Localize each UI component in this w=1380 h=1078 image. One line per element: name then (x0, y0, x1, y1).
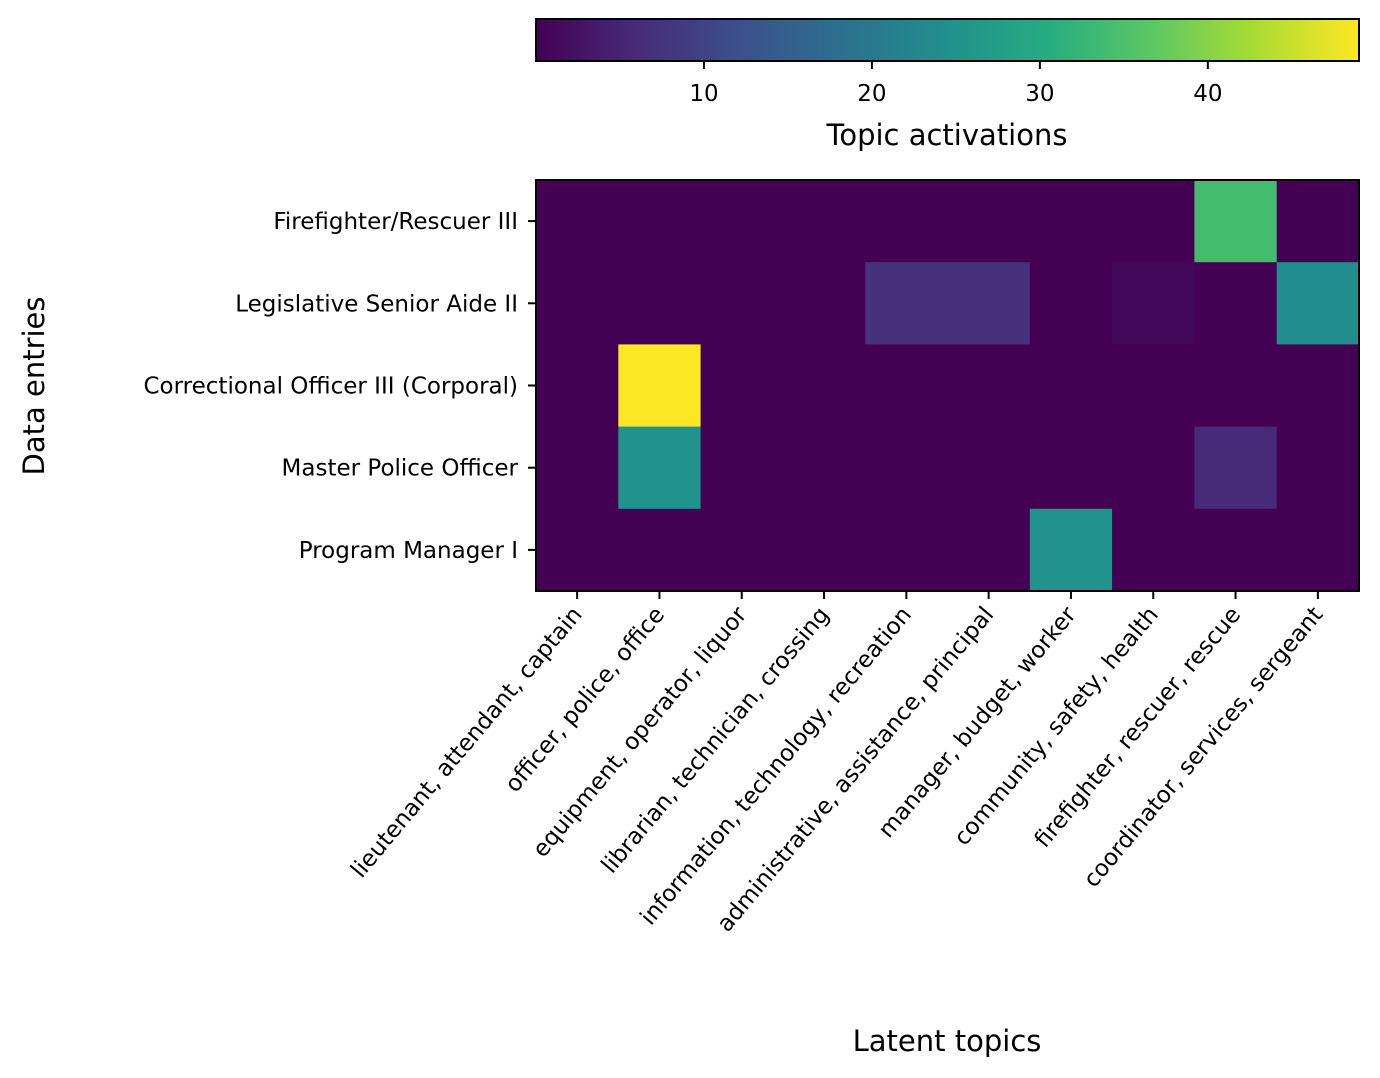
heatmap-cell (1194, 262, 1278, 345)
colorbar: 10 20 30 40 Topic activations (535, 18, 1360, 152)
heatmap-cells (536, 180, 1360, 592)
heatmap-cell (947, 180, 1031, 263)
heatmap-cell (700, 344, 784, 428)
colorbar-gradient (535, 18, 1360, 62)
heatmap-cell (947, 426, 1031, 510)
heatmap-cell (1029, 426, 1113, 510)
colorbar-label: Topic activations (826, 118, 1068, 152)
heatmap-cell (536, 426, 619, 510)
y-tick-label: Legislative Senior Aide II (235, 291, 518, 317)
heatmap-cell (1112, 344, 1195, 428)
heatmap-cell (536, 180, 619, 263)
heatmap-cell (618, 508, 702, 592)
colorbar-tick-label: 40 (1193, 81, 1222, 107)
heatmap-cell (1029, 344, 1113, 428)
heatmap-cell (1194, 180, 1278, 263)
heatmap-cell (536, 344, 619, 428)
heatmap-cell (782, 180, 866, 263)
heatmap-cell (782, 508, 866, 592)
heatmap-cell (1194, 426, 1278, 510)
heatmap-cell (1029, 508, 1113, 592)
heatmap-cell (1194, 508, 1278, 592)
colorbar-tick-label: 30 (1025, 81, 1054, 107)
heatmap-cell (865, 344, 949, 428)
heatmap-cell (1112, 262, 1195, 345)
y-axis-label: Data entries (17, 297, 51, 476)
heatmap-cell (536, 508, 619, 592)
heatmap-cell (947, 344, 1031, 428)
y-tick-label: Program Manager I (299, 538, 518, 564)
y-tick-label: Correctional Officer III (Corporal) (144, 374, 519, 400)
heatmap-cell (1112, 180, 1195, 263)
heatmap-cell (1194, 344, 1278, 428)
heatmap-cell (1276, 344, 1360, 428)
heatmap-cell (618, 426, 702, 510)
heatmap-cell (1276, 262, 1360, 345)
heatmap-cell (700, 180, 784, 263)
heatmap-cell (947, 262, 1031, 345)
heatmap-cell (618, 344, 702, 428)
heatmap-cell (1276, 180, 1360, 263)
y-tick-label: Master Police Officer (282, 456, 519, 482)
x-axis-label: Latent topics (853, 1024, 1042, 1058)
heatmap-cell (782, 262, 866, 345)
heatmap-cell (1112, 508, 1195, 592)
heatmap-cell (536, 262, 619, 345)
heatmap-cell (782, 426, 866, 510)
heatmap-cell (1029, 180, 1113, 263)
heatmap-cell (700, 426, 784, 510)
x-tick-label: officer, police, office (500, 602, 670, 797)
y-tick-label: Firefighter/Rescuer III (273, 209, 518, 235)
heatmap-cell (700, 508, 784, 592)
colorbar-tick-label: 20 (857, 81, 886, 107)
heatmap-cell (1276, 508, 1360, 592)
heatmap-cell (618, 180, 702, 263)
heatmap-cell (865, 508, 949, 592)
heatmap-cell (618, 262, 702, 345)
heatmap-cell (782, 344, 866, 428)
heatmap-cell (947, 508, 1031, 592)
heatmap-cell (865, 426, 949, 510)
y-axis-ticks: Firefighter/Rescuer III Legislative Senio… (144, 209, 536, 564)
heatmap-cell (1276, 426, 1360, 510)
heatmap-cell (1029, 262, 1113, 345)
colorbar-ticks: 10 20 30 40 (689, 61, 1222, 107)
heatmap-cell (865, 180, 949, 263)
heatmap-cell (1112, 426, 1195, 510)
heatmap-cell (865, 262, 949, 345)
colorbar-tick-label: 10 (689, 81, 718, 107)
heatmap-cell (700, 262, 784, 345)
